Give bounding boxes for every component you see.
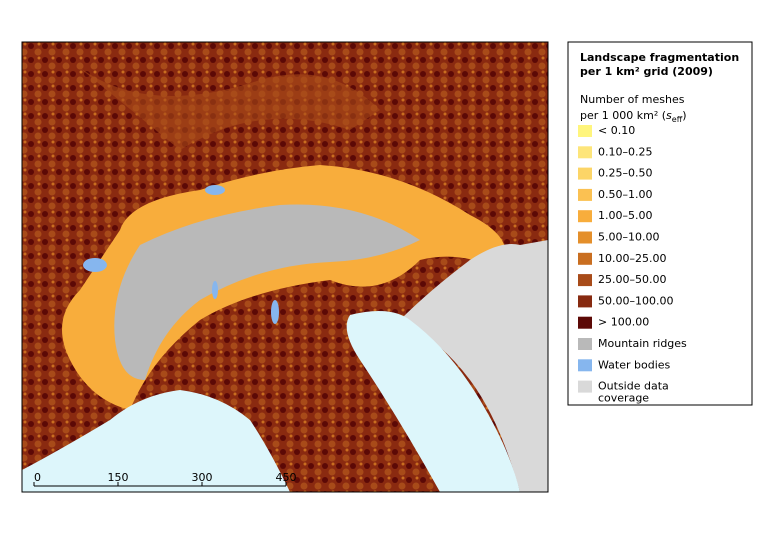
mountain-ridges bbox=[114, 204, 421, 380]
outside-coverage bbox=[400, 240, 548, 492]
scale-label: 300 bbox=[192, 471, 213, 484]
legend-swatch bbox=[578, 316, 592, 329]
legend-label: 10.00–25.00 bbox=[598, 252, 666, 265]
lake bbox=[212, 281, 218, 299]
legend-box bbox=[567, 41, 753, 406]
scale-label: 0 bbox=[34, 471, 41, 484]
legend-swatch bbox=[578, 188, 592, 201]
legend-label: 1.00–5.00 bbox=[598, 209, 652, 222]
legend-label: 0.50–1.00 bbox=[598, 188, 652, 201]
legend-swatch bbox=[578, 274, 592, 287]
legend-label: < 0.10 bbox=[598, 124, 635, 137]
lake bbox=[271, 300, 279, 324]
legend-label: > 100.00 bbox=[598, 316, 649, 329]
legend-swatch bbox=[578, 125, 592, 137]
legend-swatch bbox=[578, 295, 592, 308]
legend-swatch bbox=[578, 338, 592, 350]
map bbox=[22, 42, 548, 492]
legend-swatch bbox=[578, 167, 592, 180]
map-frame bbox=[21, 41, 549, 493]
legend-label: Outside data bbox=[598, 380, 669, 393]
lake bbox=[205, 185, 225, 195]
ligurian-sea bbox=[22, 390, 290, 492]
scale-label: 450 bbox=[276, 471, 297, 484]
region bbox=[70, 60, 380, 150]
legend-title: Landscape fragmentation bbox=[580, 51, 739, 64]
legend-label: 25.00–50.00 bbox=[598, 273, 666, 286]
legend-title: per 1 km² grid (2009) bbox=[580, 65, 713, 78]
lake bbox=[83, 258, 107, 272]
legend-swatch bbox=[578, 231, 592, 244]
legend-label: 50.00–100.00 bbox=[598, 294, 673, 307]
adriatic-sea bbox=[346, 311, 520, 492]
legend-label: Water bodies bbox=[598, 358, 671, 371]
legend-swatch bbox=[578, 359, 592, 372]
legend-swatch bbox=[578, 380, 592, 393]
legend-label: 5.00–10.00 bbox=[598, 231, 659, 244]
legend-swatch bbox=[578, 210, 592, 223]
legend-swatch bbox=[578, 252, 592, 265]
legend-subtitle: Number of meshes bbox=[580, 93, 685, 106]
legend-label: 0.25–0.50 bbox=[598, 167, 652, 180]
legend-label: 0.10–0.25 bbox=[598, 145, 652, 158]
legend-label: coverage bbox=[598, 392, 649, 405]
scale-label: 150 bbox=[108, 471, 129, 484]
legend-label: Mountain ridges bbox=[598, 337, 687, 350]
legend-swatch bbox=[578, 146, 592, 159]
scale-bar: 0 150 300 450 bbox=[33, 471, 297, 487]
legend-subtitle: per 1 000 km² (seff) bbox=[580, 109, 687, 124]
